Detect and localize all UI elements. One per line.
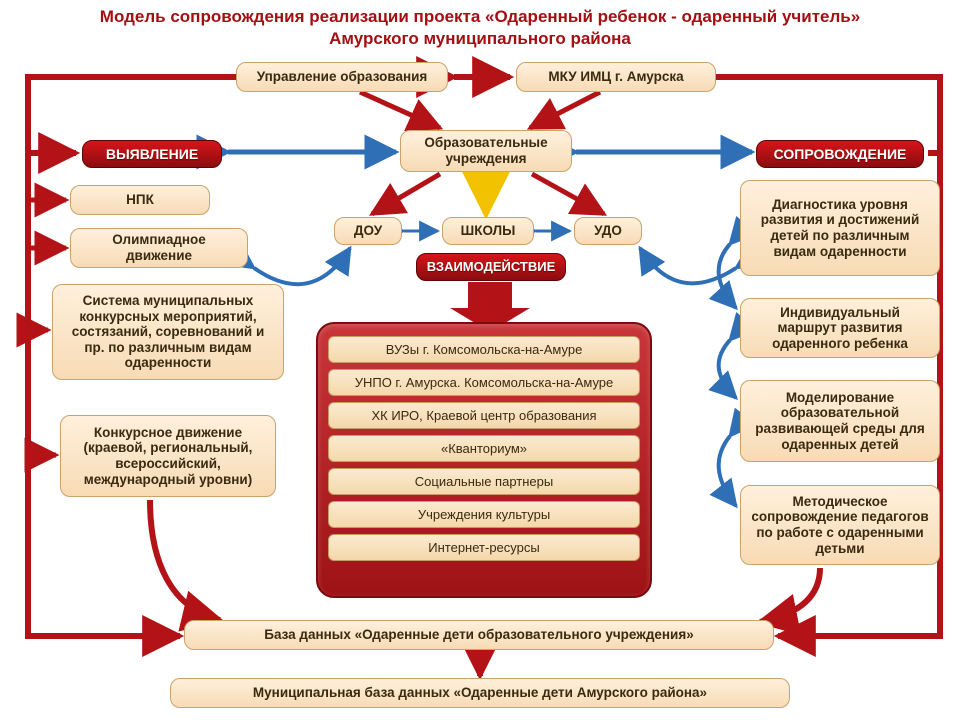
left-item-0: НПК bbox=[70, 185, 210, 215]
left-item-3: Конкурсное движение (краевой, региональн… bbox=[60, 415, 276, 497]
right-item-1: Индивидуальный маршрут развития одаренно… bbox=[740, 298, 940, 358]
center-item-5: Учреждения культуры bbox=[328, 501, 640, 528]
right-item-2: Моделирование образовательной развивающе… bbox=[740, 380, 940, 462]
left-item-2: Система муниципальных конкурсных меропри… bbox=[52, 284, 284, 380]
title-line2: Амурского муниципального района bbox=[0, 29, 960, 55]
right-item-3: Методическое сопровождение педагогов по … bbox=[740, 485, 940, 565]
edu-institutions-box: Образовательные учреждения bbox=[400, 130, 572, 172]
center-item-1: УНПО г. Амурска. Комсомольска-на-Амуре bbox=[328, 369, 640, 396]
center-panel: ВУЗы г. Комсомольска-на-Амуре УНПО г. Ам… bbox=[316, 322, 652, 598]
interaction-pill: ВЗАИМОДЕЙСТВИЕ bbox=[416, 253, 566, 281]
center-item-3: «Кванториум» bbox=[328, 435, 640, 462]
dou-box: ДОУ bbox=[334, 217, 402, 245]
center-item-4: Социальные партнеры bbox=[328, 468, 640, 495]
udo-box: УДО bbox=[574, 217, 642, 245]
title-line1: Модель сопровождения реализации проекта … bbox=[0, 0, 960, 29]
schools-box: ШКОЛЫ bbox=[442, 217, 534, 245]
left-item-1: Олимпиадное движение bbox=[70, 228, 248, 268]
center-item-0: ВУЗы г. Комсомольска-на-Амуре bbox=[328, 336, 640, 363]
top-right-box: МКУ ИМЦ г. Амурска bbox=[516, 62, 716, 92]
left-header: ВЫЯВЛЕНИЕ bbox=[82, 140, 222, 168]
bottom-db1: База данных «Одаренные дети образователь… bbox=[184, 620, 774, 650]
bottom-db2: Муниципальная база данных «Одаренные дет… bbox=[170, 678, 790, 708]
center-item-6: Интернет-ресурсы bbox=[328, 534, 640, 561]
top-left-box: Управление образования bbox=[236, 62, 448, 92]
right-header: СОПРОВОЖДЕНИЕ bbox=[756, 140, 924, 168]
right-item-0: Диагностика уровня развития и достижений… bbox=[740, 180, 940, 276]
center-item-2: ХК ИРО, Краевой центр образования bbox=[328, 402, 640, 429]
